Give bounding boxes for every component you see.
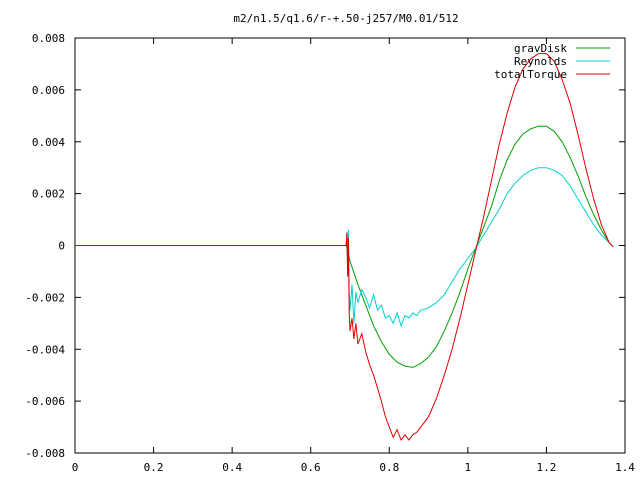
x-tick-label: 1	[465, 461, 472, 474]
y-tick-label: 0.008	[32, 32, 65, 45]
series-layer	[75, 53, 614, 442]
y-tick-label: -0.004	[25, 343, 65, 356]
y-tick-label: 0	[58, 240, 65, 253]
series-line-gravDisk	[75, 125, 614, 368]
x-tick-label: 0.4	[222, 461, 242, 474]
x-tick-label: 0.2	[144, 461, 164, 474]
y-tick-label: 0.004	[32, 136, 65, 149]
chart-title: m2/n1.5/q1.6/r-+.50-j257/M0.01/512	[233, 12, 458, 25]
y-tick-label: -0.002	[25, 291, 65, 304]
series-line-totalTorque	[75, 53, 614, 442]
y-tick-label: -0.008	[25, 447, 65, 460]
x-tick-label: 1.4	[615, 461, 635, 474]
legend-label: totalTorque	[494, 68, 567, 81]
x-tick-label: 1.2	[536, 461, 556, 474]
x-tick-label: 0.8	[379, 461, 399, 474]
y-tick-label: -0.006	[25, 395, 65, 408]
x-tick-label: 0	[72, 461, 79, 474]
y-tick-label: 0.002	[32, 188, 65, 201]
series-line-Reynolds	[75, 167, 614, 328]
x-tick-label: 0.6	[301, 461, 321, 474]
legend-label: Reynolds	[514, 55, 567, 68]
y-tick-label: 0.006	[32, 84, 65, 97]
axis-ticks: -0.008 -0.006 -0.004 -0.002 0 0.002 0.004 0.006…	[25, 32, 635, 474]
legend-label: gravDisk	[514, 42, 567, 55]
